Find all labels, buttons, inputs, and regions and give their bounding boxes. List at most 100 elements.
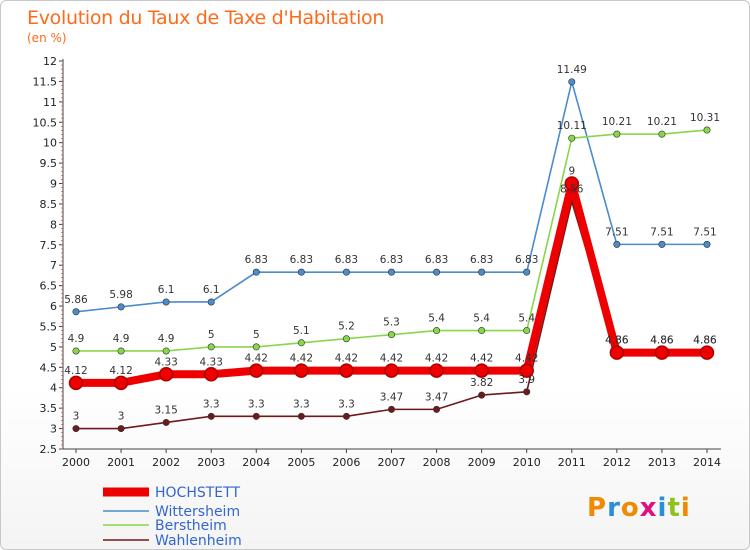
data-point xyxy=(478,391,486,399)
data-label: 3.3 xyxy=(293,398,310,410)
data-label: 7.51 xyxy=(605,226,628,238)
y-tick-label: 11.5 xyxy=(33,75,58,88)
y-tick-label: 6 xyxy=(50,300,57,313)
data-point xyxy=(297,412,305,420)
x-tick-label: 2011 xyxy=(558,456,586,469)
y-tick-label: 10.5 xyxy=(33,116,58,129)
data-label: 3.3 xyxy=(203,398,220,410)
data-label: 5.4 xyxy=(518,313,535,325)
legend-label: Wahlenheim xyxy=(155,533,242,549)
series-wittersheim xyxy=(72,78,711,316)
data-point xyxy=(658,240,666,248)
data-label: 3 xyxy=(118,411,125,423)
data-label: 3.3 xyxy=(248,398,265,410)
data-label: 6.83 xyxy=(290,254,313,266)
data-label: 4.42 xyxy=(290,353,313,365)
axes: 2.5 3 3.5 4 4.5 5 5.5 6 6.5 7 7.5 8 8.5 9 9.5 10 10.5 11 1… xyxy=(33,55,721,469)
data-point xyxy=(523,388,531,396)
x-tick-label: 2007 xyxy=(378,456,406,469)
data-label: 6.83 xyxy=(425,254,448,266)
data-point xyxy=(162,418,170,426)
data-point xyxy=(342,412,350,420)
y-tick-label: 3.5 xyxy=(40,402,58,415)
data-label: 3.3 xyxy=(338,398,355,410)
x-tick-label: 2005 xyxy=(287,456,315,469)
data-label: 4.9 xyxy=(158,333,175,345)
data-point xyxy=(433,405,441,413)
y-tick-label: 6.5 xyxy=(40,280,58,293)
data-point xyxy=(297,339,305,347)
data-point xyxy=(339,363,354,378)
data-point xyxy=(703,240,711,248)
proxiti-logo: Proxiti xyxy=(587,493,691,523)
legend-label: Wittersheim xyxy=(155,504,240,520)
data-label: 7.51 xyxy=(650,226,673,238)
data-label: 6.83 xyxy=(245,254,268,266)
data-label: 4.12 xyxy=(64,365,87,377)
data-point xyxy=(162,347,170,355)
logo-letter: P xyxy=(587,493,608,523)
y-tick-label: 9.5 xyxy=(40,157,58,170)
data-point xyxy=(609,345,625,360)
data-point xyxy=(523,327,531,335)
data-label: 5.1 xyxy=(293,325,310,337)
data-point xyxy=(433,327,441,335)
data-point xyxy=(72,425,80,433)
data-labels-layer: 4.12 4.12 4.33 4.33 4.42 4.42 4.42 4.42 4.42 4.42… xyxy=(64,64,720,423)
data-point xyxy=(342,268,350,276)
data-label: 5.86 xyxy=(64,294,88,306)
data-point xyxy=(294,363,309,378)
data-label: 4.42 xyxy=(425,353,448,365)
data-label: 5 xyxy=(253,329,260,341)
data-point xyxy=(478,327,486,335)
data-label: 3.15 xyxy=(154,404,177,416)
y-tick-label: 5.5 xyxy=(40,320,58,333)
data-label: 6.1 xyxy=(158,284,175,296)
y-tick-label: 11 xyxy=(43,96,57,109)
data-label: 6.83 xyxy=(515,254,538,266)
legend-label: Berstheim xyxy=(155,518,227,534)
data-label: 4.86 xyxy=(693,335,717,347)
data-label: 10.21 xyxy=(647,116,677,128)
data-point xyxy=(429,363,444,378)
x-tick-label: 2001 xyxy=(107,456,135,469)
data-point xyxy=(613,240,621,248)
x-tick-label: 2004 xyxy=(242,456,270,469)
x-tick-label: 2003 xyxy=(197,456,225,469)
data-point xyxy=(117,425,125,433)
data-point xyxy=(158,367,174,382)
x-tick-label: 2002 xyxy=(152,456,180,469)
data-point xyxy=(387,331,395,339)
y-tick-label: 10 xyxy=(43,137,57,150)
data-point xyxy=(297,268,305,276)
x-tick-label: 2009 xyxy=(468,456,496,469)
y-tick-label: 12 xyxy=(43,55,57,68)
data-point xyxy=(568,134,576,142)
data-point xyxy=(207,412,215,420)
data-label: 6.83 xyxy=(335,254,358,266)
data-label: 11.49 xyxy=(557,64,587,76)
data-point xyxy=(703,126,711,134)
data-label: 4.42 xyxy=(380,353,403,365)
data-point xyxy=(568,78,576,86)
data-label: 4.86 xyxy=(693,335,717,347)
data-point xyxy=(68,375,84,391)
data-label: 4.42 xyxy=(245,353,268,365)
data-point xyxy=(252,268,260,276)
data-label: 10.31 xyxy=(690,112,720,124)
y-tick-label: 7 xyxy=(50,259,57,272)
data-point xyxy=(384,363,399,378)
data-label: 4.9 xyxy=(113,333,130,345)
logo-letter: i xyxy=(680,493,691,523)
data-point xyxy=(478,268,486,276)
logo-letter: x xyxy=(639,493,658,523)
data-label: 4.86 xyxy=(605,335,629,347)
data-point xyxy=(117,347,125,355)
data-point xyxy=(207,343,215,351)
data-point xyxy=(113,375,129,391)
data-point xyxy=(658,130,666,138)
x-tick-label: 2010 xyxy=(513,456,541,469)
logo-letter: i xyxy=(657,493,668,523)
data-label: 5 xyxy=(208,329,215,341)
